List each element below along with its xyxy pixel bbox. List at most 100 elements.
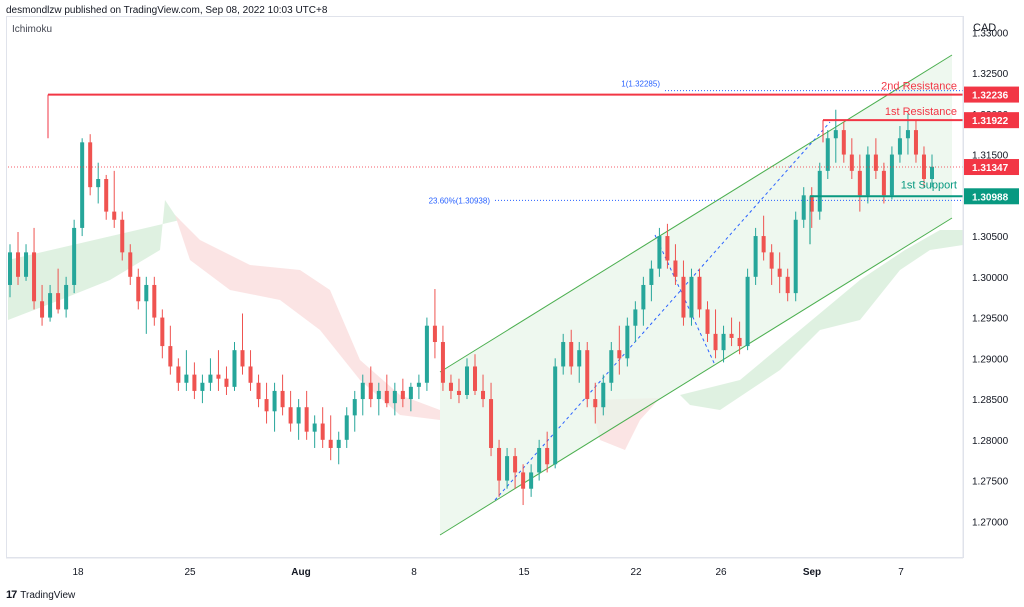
fib-trend-line: [494, 121, 831, 501]
x-tick-label: 25: [184, 567, 196, 578]
candle-body: [96, 179, 101, 188]
candle-body: [336, 439, 341, 448]
price-channel: [439, 54, 953, 536]
y-tick-label: 1.29500: [972, 314, 1009, 325]
candle-body: [16, 252, 21, 277]
candle-body: [793, 219, 798, 294]
candle-body: [881, 170, 886, 196]
candle-body: [857, 170, 862, 196]
candle-body: [497, 447, 502, 481]
y-tick-label: 1.27000: [972, 517, 1009, 528]
candle-body: [905, 130, 910, 139]
candle-body: [408, 386, 413, 400]
candle-body: [104, 179, 109, 212]
candle-body: [456, 390, 461, 395]
candle-body: [112, 211, 117, 220]
candle-body: [88, 142, 93, 188]
candle-body: [617, 350, 622, 359]
x-tick-label: 22: [630, 567, 642, 578]
x-tick-label: 15: [518, 567, 530, 578]
candle-body: [320, 423, 325, 440]
candle-body: [929, 166, 935, 180]
x-tick-label: Aug: [291, 567, 310, 578]
candle-body: [801, 195, 806, 220]
candle-body: [681, 276, 686, 318]
candle-body: [633, 309, 638, 326]
candle-body: [440, 342, 445, 383]
candle-body: [120, 219, 125, 253]
levels: 2nd Resistance 1st Resistance 1st Support 1…: [8, 80, 963, 245]
x-tick-label: 18: [72, 567, 84, 578]
x-tick-label: 26: [715, 567, 727, 578]
candle-body: [400, 390, 405, 400]
candle-body: [464, 366, 469, 395]
candle-body: [513, 456, 518, 473]
indicator-label: Ichimoku: [12, 24, 53, 35]
candle-body: [7, 252, 13, 285]
candle-body: [272, 390, 277, 412]
y-tick-label: 1.33000: [972, 28, 1009, 39]
candle-body: [360, 382, 365, 400]
candle-body: [224, 378, 229, 387]
candle-body: [545, 447, 550, 465]
candle-body: [521, 472, 526, 489]
candle-body: [216, 374, 221, 379]
candle-body: [585, 350, 590, 400]
candle-body: [136, 276, 141, 302]
candle-body: [328, 439, 333, 448]
candle-body: [641, 284, 646, 310]
candle-body: [248, 366, 253, 383]
y-tick-label: 1.28000: [972, 436, 1009, 447]
y-tick-label: 1.30000: [972, 273, 1009, 284]
candle-body: [288, 407, 293, 424]
candle-body: [432, 325, 437, 343]
candle-body: [705, 309, 710, 334]
candle-body: [344, 415, 349, 440]
price-tag-label: 1.31922: [972, 116, 1009, 127]
candle-body: [889, 154, 894, 196]
candle-body: [208, 374, 213, 383]
channel-fill: [440, 55, 952, 535]
candle-body: [609, 350, 614, 383]
candle-body: [152, 284, 157, 318]
candle-body: [56, 293, 61, 310]
candle-body: [48, 293, 53, 318]
candle-body: [24, 252, 29, 277]
candle-body: [577, 350, 582, 367]
second-resistance-label: 2nd Resistance: [881, 81, 957, 93]
cloud-red-july: [175, 215, 440, 420]
candle-body: [264, 399, 269, 412]
candle-body: [753, 236, 758, 277]
candle-body: [416, 382, 421, 387]
channel-lower-line: [439, 217, 953, 536]
price-axis: 1.330001.325001.320001.315001.310001.305…: [962, 16, 1019, 558]
candle-body: [505, 456, 510, 481]
candle-body: [537, 447, 542, 473]
time-axis: 18 25 Aug 8 15 22 26 Sep 7: [6, 557, 963, 578]
y-tick-label: 1.28500: [972, 395, 1009, 406]
candle-body: [40, 301, 45, 318]
price-tag: [964, 159, 1019, 176]
candle-body: [897, 138, 902, 155]
candle-body: [80, 142, 85, 228]
candle-body: [625, 325, 630, 359]
candle-body: [529, 472, 534, 489]
candle-body: [489, 399, 494, 448]
candle-body: [176, 366, 181, 383]
candle-body: [368, 382, 373, 400]
price-tag: [964, 188, 1019, 205]
publisher-header: desmondlzw published on TradingView.com,…: [6, 5, 328, 16]
candle-body: [296, 407, 301, 424]
candle-body: [809, 195, 814, 212]
candle-body: [192, 374, 197, 391]
candle-body: [649, 268, 654, 285]
candle-body: [665, 236, 670, 261]
first-resistance-label: 1st Resistance: [885, 106, 957, 118]
candle-body: [761, 236, 766, 253]
candle-body: [745, 276, 750, 347]
candle-body: [200, 382, 205, 391]
candle-body: [825, 138, 830, 171]
tradingview-brand: TradingView: [20, 589, 76, 601]
candle-body: [280, 390, 285, 408]
